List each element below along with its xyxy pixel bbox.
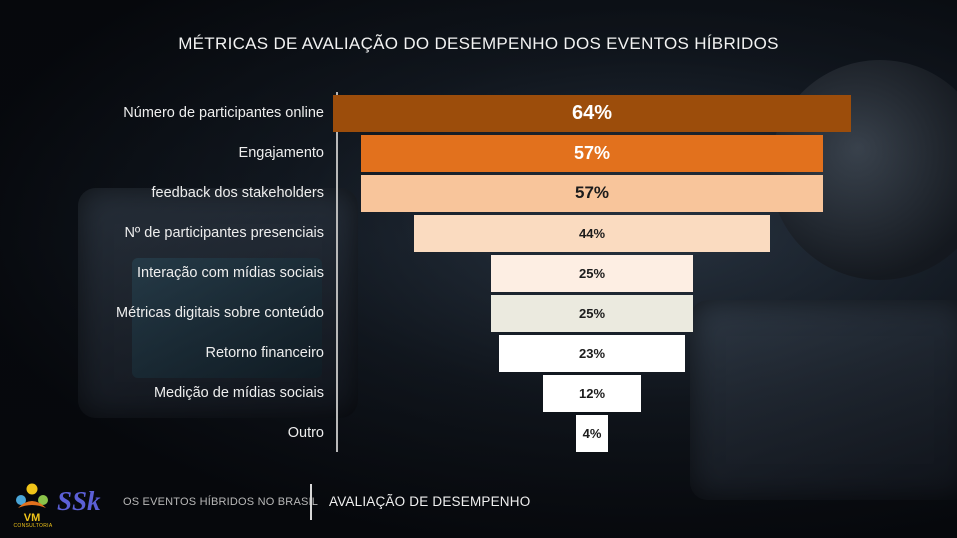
bar: 4% [575,414,609,452]
camera-screen-shape [132,258,322,378]
ssk-logo-text: SSk [57,486,101,516]
bar: 57% [361,134,823,172]
category-axis-line [336,92,338,452]
bar: 12% [543,374,641,412]
category-label: Engajamento [238,145,324,161]
footer-divider [310,484,312,520]
category-label: feedback dos stakeholders [151,185,325,201]
bar: 44% [413,214,771,252]
bar-value-label: 64% [571,101,613,124]
bar-value-label: 57% [574,183,610,202]
bar-value-label: 25% [578,265,606,281]
bar: 57% [361,174,823,212]
bar-value-label: 23% [578,345,606,361]
vm-logo-subtext: CONSULTORIA [13,523,53,529]
category-label: Nº de participantes presenciais [124,225,324,241]
bar: 25% [490,294,694,332]
category-label: Métricas digitais sobre conteúdo [116,305,324,321]
chart-title: MÉTRICAS DE AVALIAÇÃO DO DESEMPENHO DOS … [178,34,779,53]
bar: 23% [498,334,686,372]
footer-report-title: OS EVENTOS HÍBRIDOS NO BRASIL [123,496,319,508]
bar-value-label: 57% [573,142,611,163]
category-label: Outro [287,425,324,441]
footer-section-title: AVALIAÇÃO DE DESEMPENHO [329,494,531,509]
bar-value-label: 12% [578,385,606,401]
bar-value-label: 25% [578,305,606,321]
camera-control-panel-shape [690,300,957,500]
category-label: Retorno financeiro [205,345,325,361]
bar: 25% [490,254,694,292]
bar-value-label: 44% [578,225,606,241]
category-label: Número de participantes online [123,105,324,121]
vm-logo: VM [16,483,48,524]
bar-value-label: 4% [582,425,602,441]
category-label: Interação com mídias sociais [137,265,324,281]
bar: 64% [333,94,851,132]
vm-logo-text: VM [24,512,41,524]
ssk-logo: SSk [57,486,101,516]
category-label: Medição de mídias sociais [153,385,324,401]
